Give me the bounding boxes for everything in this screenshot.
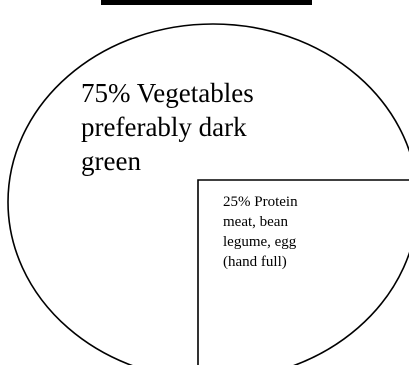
protein-label-line-4: (hand full) [223,254,287,270]
vegetables-section-label: 75% Vegetables preferably dark green [81,76,321,178]
top-rule [101,0,312,5]
vegetables-label-line-3: green [81,146,141,176]
vegetables-label-line-1: 75% Vegetables [81,78,254,108]
protein-label-line-2: meat, bean [223,214,288,230]
plate-outline [7,23,409,365]
vegetables-label-line-2: preferably dark [81,112,247,142]
protein-section-label: 25% Protein meat, bean legume, egg (hand… [223,192,353,272]
protein-label-line-1: 25% Protein [223,194,298,210]
protein-section-divider [197,179,409,365]
protein-label-line-3: legume, egg [223,234,297,250]
